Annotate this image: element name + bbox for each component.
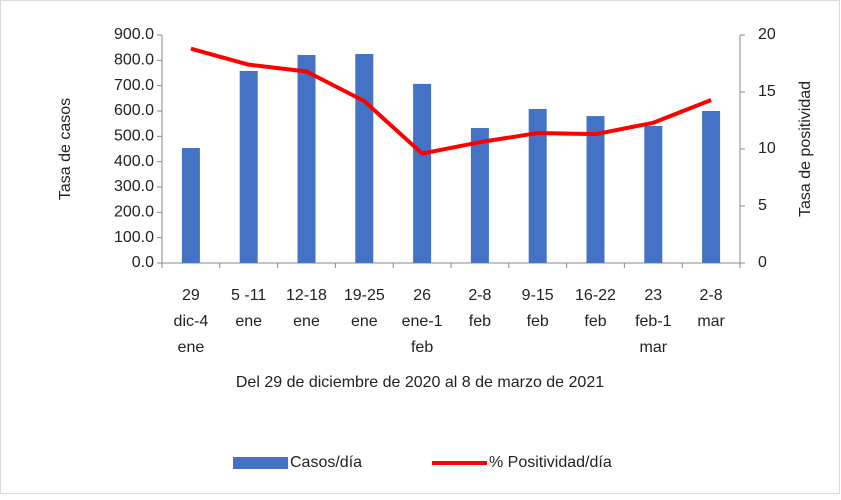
x-tick-label-line: ene [293, 313, 320, 330]
x-tick-label: 2-8 feb [468, 287, 491, 330]
x-tick-label-line: ene [235, 313, 262, 330]
x-tick-label-line: feb-1 [635, 313, 672, 330]
x-tick-label-line: 26 [413, 287, 431, 304]
bar [586, 116, 605, 263]
x-tick-label: 29 dic-4 ene [174, 287, 209, 356]
bar [702, 111, 721, 263]
y2-tick-label: 10 [758, 140, 776, 157]
x-tick-label-line: feb [527, 313, 549, 330]
legend-swatch [233, 457, 288, 469]
x-tick-label-line: mar [697, 313, 725, 330]
x-tick-label-line: 9-15 [522, 287, 554, 304]
y-tick-label: 500.0 [114, 128, 154, 145]
x-tick-label-line: ene [178, 339, 205, 356]
x-tick-label-line: ene [351, 313, 378, 330]
x-tick-label-line: 19-25 [344, 287, 385, 304]
line [190, 46, 712, 156]
y-tick-label: 700.0 [114, 77, 154, 94]
x-tick-label-line: 23 [644, 287, 662, 304]
x-tick-label: 23 feb-1 mar [635, 287, 672, 356]
bar [644, 125, 663, 264]
x-tick-label: 9-15 feb [522, 287, 554, 330]
x-tick-label-line: feb [584, 313, 606, 330]
x-tick-label: 2-8 mar [697, 287, 725, 330]
x-tick-label-line: 5 -11 [231, 287, 266, 304]
x-tick-label-line: 12-18 [286, 287, 327, 304]
bar [528, 108, 547, 264]
y-tick-label: 300.0 [114, 178, 154, 195]
x-tick-label: 26 ene-1 feb [402, 287, 443, 356]
x-tick-label-line: ene-1 [402, 313, 443, 330]
bar [413, 83, 432, 263]
y-tick-label: 100.0 [114, 229, 154, 246]
x-tick-label-line: feb [469, 313, 491, 330]
x-tick-label-line: feb [411, 339, 433, 356]
bar [355, 54, 374, 263]
y-axis-title: Tasa de casos [57, 98, 74, 200]
y2-tick-label: 5 [758, 197, 767, 214]
legend-label: % Positividad/día [489, 454, 612, 471]
bar [181, 147, 200, 263]
y2-tick-label: 15 [758, 83, 776, 100]
x-tick-label-line: dic-4 [174, 313, 209, 330]
x-tick-label-line: 16-22 [575, 287, 616, 304]
x-tick-label-line: 2-8 [468, 287, 491, 304]
y-tick-label: 600.0 [114, 102, 154, 119]
x-tick-label: 16-22 feb [575, 287, 616, 330]
y2-tick-label: 20 [758, 26, 776, 43]
x-tick-label-line: 2-8 [700, 287, 723, 304]
x-tick-label: 5 -11 ene [231, 287, 266, 330]
y2-tick-label: 0 [758, 254, 767, 271]
y-tick-label: 0.0 [132, 254, 154, 271]
x-tick-label: 12-18 ene [286, 287, 327, 330]
y-tick-label: 200.0 [114, 204, 154, 221]
legend-label: Casos/día [290, 454, 362, 471]
y-tick-label: 900.0 [114, 26, 154, 43]
y-tick-label: 400.0 [114, 153, 154, 170]
bar [297, 55, 316, 263]
x-tick-label: 19-25 ene [344, 287, 385, 330]
y-tick-label: 800.0 [114, 52, 154, 69]
x-tick-label-line: mar [640, 339, 668, 356]
bar [239, 70, 258, 264]
x-axis-title: Del 29 de diciembre de 2020 al 8 de marz… [236, 374, 604, 391]
y2-axis-title: Tasa de positividad [797, 81, 814, 217]
bar [470, 127, 489, 264]
x-tick-label-line: 29 [182, 287, 200, 304]
